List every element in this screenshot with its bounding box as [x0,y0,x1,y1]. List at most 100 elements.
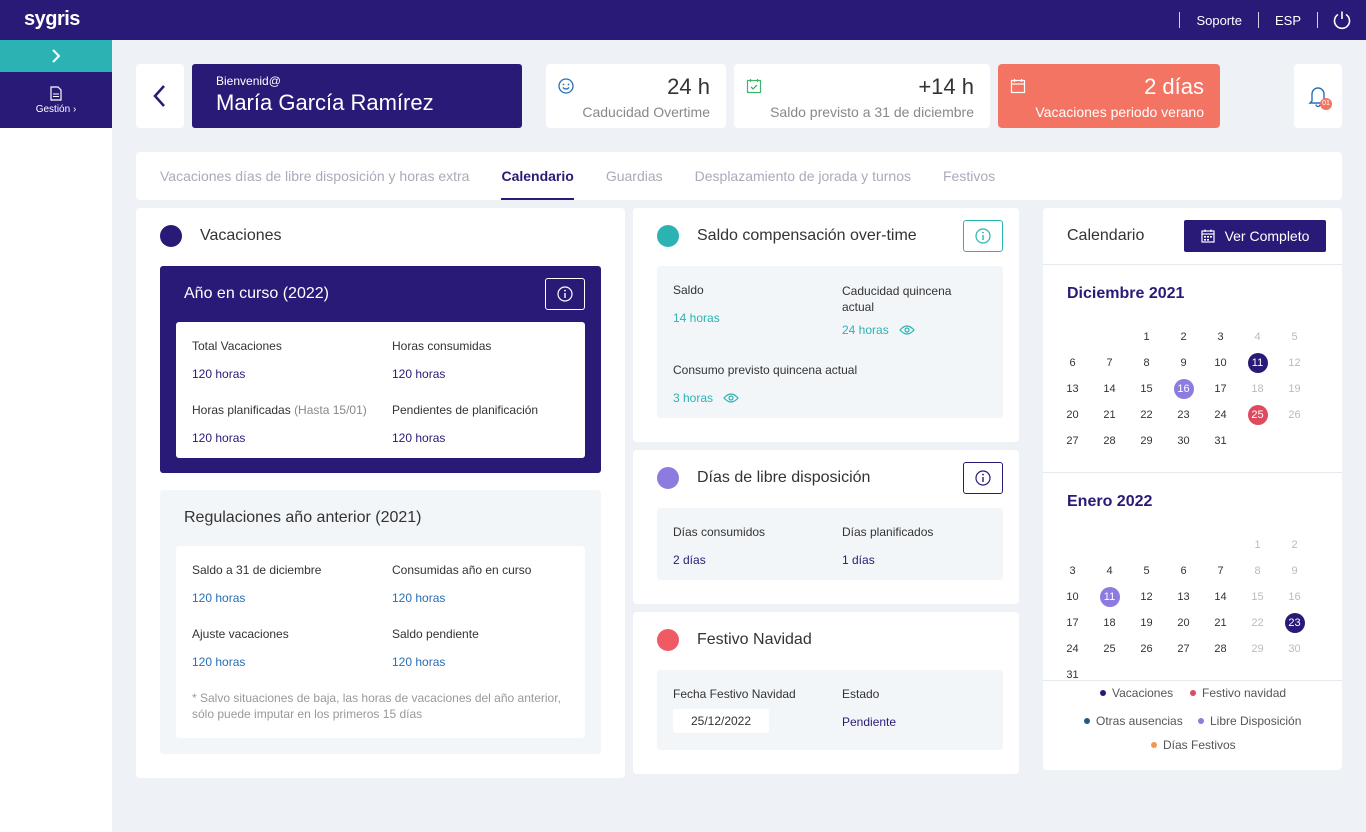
calendar-day[interactable]: 4 [1106,565,1113,577]
calendar-day[interactable]: 20 [1177,617,1190,629]
calendar-day[interactable]: 1 [1254,539,1261,551]
calendar-day[interactable]: 17 [1214,383,1227,395]
field-label: Fecha Festivo Navidad [673,687,796,701]
eye-icon[interactable] [898,325,915,335]
calendar-day[interactable]: 8 [1254,565,1261,577]
calendar-day[interactable]: 2 [1291,539,1298,551]
field-value: 120 horas [192,591,246,605]
calendar-day[interactable]: 18 [1103,617,1116,629]
calendar-day[interactable]: 13 [1177,591,1190,603]
divider [1043,472,1342,473]
field-value-row: 24 horas [842,323,982,337]
sidebar-item-gestion[interactable]: Gestión › [0,72,112,128]
calendar-day[interactable]: 25 [1103,643,1116,655]
dias-planificados: Días planificados 1 días [842,525,933,567]
calendar-day[interactable]: 16 [1165,376,1202,402]
calendar-day[interactable]: 28 [1214,643,1227,655]
calendar-day[interactable]: 11 [1239,350,1276,376]
calendar-day[interactable]: 7 [1217,565,1224,577]
calendar-day[interactable]: 25 [1239,402,1276,428]
calendar-day[interactable]: 5 [1143,565,1150,577]
language-selector[interactable]: ESP [1274,12,1301,28]
calendar-day[interactable]: 29 [1251,643,1264,655]
field-label: Caducidad quincena actual [842,284,952,314]
calendar-day[interactable]: 22 [1251,617,1264,629]
calendar-day[interactable]: 3 [1069,565,1076,577]
tab-guardias[interactable]: Guardias [605,168,663,184]
calendar-day[interactable]: 2 [1180,331,1187,343]
eye-icon[interactable] [723,393,739,403]
calendar-day[interactable]: 17 [1066,617,1079,629]
calendar-day[interactable]: 1 [1143,331,1150,343]
calendar-day[interactable]: 26 [1288,409,1301,421]
calendar-day[interactable]: 16 [1288,591,1301,603]
calendar-day[interactable]: 22 [1140,409,1153,421]
info-button[interactable] [963,462,1003,494]
field-value: 14 horas [673,311,720,325]
calendar-day[interactable]: 21 [1214,617,1227,629]
top-bar: sygris Soporte ESP [0,0,1366,40]
tab-desplazamiento[interactable]: Desplazamiento de jorada y turnos [694,168,911,184]
christmas-panel: Festivo Navidad Fecha Festivo Navidad 25… [633,612,1019,774]
tab-vacaciones[interactable]: Vacaciones días de libre disposición y h… [160,168,470,184]
calendar-day[interactable]: 19 [1140,617,1153,629]
power-icon[interactable] [1332,10,1352,30]
calendar-day[interactable]: 10 [1066,591,1079,603]
calendar-day[interactable]: 12 [1288,357,1301,369]
calendar-day[interactable]: 4 [1254,331,1261,343]
calendar-day[interactable]: 9 [1291,565,1298,577]
date-field[interactable]: 25/12/2022 [673,709,769,733]
tab-calendario[interactable]: Calendario [501,152,574,200]
calendar-day[interactable]: 19 [1288,383,1301,395]
calendar-day[interactable]: 23 [1177,409,1190,421]
calendar-day[interactable]: 31 [1214,435,1227,447]
info-icon [975,470,991,486]
legend-label: Libre Disposición [1210,714,1302,728]
sidebar-item-label: Gestión [35,103,71,115]
back-button[interactable] [136,64,184,128]
calendar-day[interactable]: 14 [1214,591,1227,603]
calendar-day[interactable]: 29 [1140,435,1153,447]
app-logo[interactable]: sygris [24,8,80,30]
calendar-day[interactable]: 14 [1103,383,1116,395]
calendar-day[interactable]: 27 [1177,643,1190,655]
calendar-day[interactable]: 28 [1103,435,1116,447]
notifications-button[interactable]: 01 [1294,64,1342,128]
calendar-day[interactable]: 27 [1066,435,1079,447]
calendar-day[interactable]: 18 [1251,383,1264,395]
calendar-day[interactable]: 24 [1066,643,1079,655]
field-value: 2 días [673,553,706,567]
calendar-day[interactable]: 10 [1214,357,1227,369]
ver-completo-button[interactable]: Ver Completo [1184,220,1326,252]
sidebar-toggle[interactable] [0,40,112,72]
calendar-day[interactable]: 30 [1288,643,1301,655]
calendar-day[interactable]: 8 [1143,357,1150,369]
calendar-day[interactable]: 7 [1106,357,1113,369]
horas-planificadas: Horas planificadas (Hasta 15/01) 120 hor… [192,403,367,445]
calendar-day[interactable]: 12 [1140,591,1153,603]
info-button[interactable] [963,220,1003,252]
calendar-day[interactable]: 21 [1103,409,1116,421]
calendar-day[interactable]: 30 [1177,435,1190,447]
calendar-day[interactable]: 6 [1180,565,1187,577]
info-button[interactable] [545,278,585,310]
calendar-day[interactable]: 13 [1066,383,1079,395]
calendar-blank [1091,532,1128,558]
calendar-day[interactable]: 15 [1140,383,1153,395]
tab-festivos[interactable]: Festivos [942,168,996,184]
calendar-day[interactable]: 23 [1276,610,1313,636]
calendar-day[interactable]: 11 [1091,584,1128,610]
vacaciones-header: Vacaciones [160,225,282,247]
calendar-day[interactable]: 20 [1066,409,1079,421]
calendar-day[interactable]: 9 [1180,357,1187,369]
total-vacaciones: Total Vacaciones 120 horas [192,339,282,381]
calendar-day[interactable]: 5 [1291,331,1298,343]
calendar-day[interactable]: 31 [1066,669,1079,681]
support-link[interactable]: Soporte [1196,12,1242,28]
calendar-day[interactable]: 6 [1069,357,1076,369]
calendar-day[interactable]: 24 [1214,409,1227,421]
calendar-day[interactable]: 3 [1217,331,1224,343]
fecha-festivo: Fecha Festivo Navidad 25/12/2022 [673,687,796,733]
calendar-day[interactable]: 15 [1251,591,1264,603]
calendar-day[interactable]: 26 [1140,643,1153,655]
